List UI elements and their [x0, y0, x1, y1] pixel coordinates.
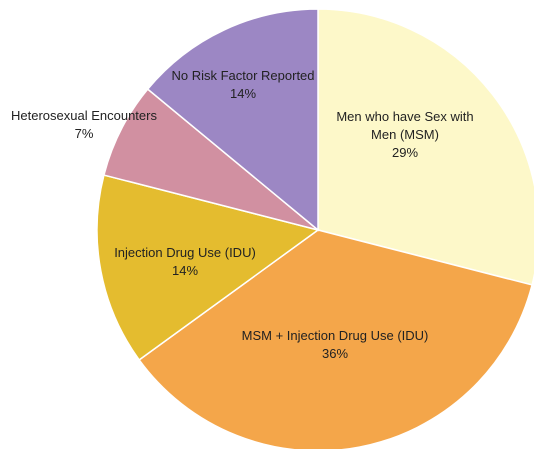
- slice-name: No Risk Factor Reported: [171, 68, 315, 83]
- slice-value: 14%: [229, 86, 257, 101]
- slice-label: Heterosexual Encounters 7%: [0, 107, 169, 143]
- slice-label: MSM + Injection Drug Use (IDU) 36%: [230, 327, 440, 363]
- slice-label: Men who have Sex with Men (MSM) 29%: [325, 108, 485, 162]
- slice-name: Men who have Sex with Men (MSM): [336, 109, 474, 142]
- slice-label: Injection Drug Use (IDU) 14%: [90, 244, 280, 280]
- pie-slice: [317, 8, 534, 286]
- pie-slice: [96, 174, 320, 361]
- slice-value: 36%: [321, 346, 349, 361]
- slice-label: No Risk Factor Reported 14%: [163, 67, 323, 103]
- slice-value: 7%: [74, 126, 94, 141]
- pie-slice: [138, 229, 533, 449]
- slice-name: MSM + Injection Drug Use (IDU): [241, 328, 429, 343]
- pie-slice: [146, 8, 319, 232]
- slice-value: 14%: [171, 263, 199, 278]
- slice-name: Heterosexual Encounters: [11, 108, 157, 123]
- slice-value: 29%: [391, 145, 419, 160]
- slice-name: Injection Drug Use (IDU): [114, 245, 256, 260]
